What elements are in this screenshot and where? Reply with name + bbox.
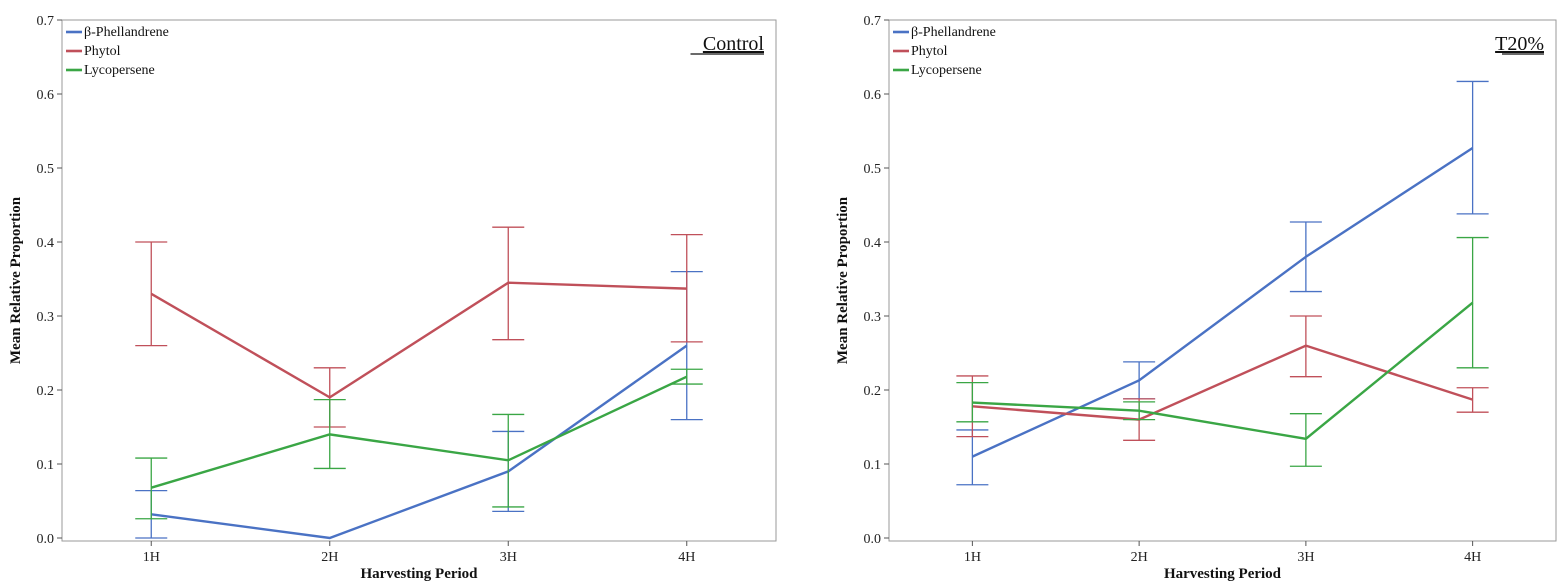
y-tick-label: 0.0 (864, 532, 882, 547)
plot-frame (888, 19, 1557, 542)
x-tick-label: 3H (500, 550, 517, 565)
series-1 (956, 315, 1489, 441)
series-line (972, 301, 1474, 441)
chart-panel-1: 0.0 0.1 0.2 0.3 0.4 0.5 0.6 0.7 1H 2H 3H 4H Harvesti… (835, 14, 1557, 582)
series-1 (135, 226, 703, 428)
legend: β-Phellandrene Phytol Lycopersene (893, 25, 996, 78)
y-tick-label: 0.1 (864, 458, 882, 473)
panel-label: Control (703, 33, 765, 55)
series-line (150, 375, 688, 489)
series-line (971, 147, 1474, 458)
panel-label: T20% (1495, 33, 1544, 55)
legend-entry: β-Phellandrene (911, 25, 996, 40)
y-tick-label: 0.0 (37, 532, 55, 547)
y-tick-label: 0.3 (864, 310, 882, 325)
series-line (151, 344, 688, 540)
x-tick-label: 4H (1464, 550, 1481, 565)
series-line (972, 344, 1473, 421)
series-0 (135, 270, 703, 540)
legend-entry: Lycopersene (84, 63, 155, 78)
y-tick-label: 0.4 (864, 236, 882, 251)
y-tick-label: 0.2 (864, 384, 882, 399)
series-2 (956, 236, 1489, 467)
x-tick-label: 1H (143, 550, 160, 565)
y-tick-label: 0.5 (864, 162, 882, 177)
y-tick-label: 0.6 (864, 88, 882, 103)
y-tick-label: 0.2 (37, 384, 55, 399)
legend-entry: β-Phellandrene (84, 25, 169, 40)
y-tick-label: 0.5 (37, 162, 55, 177)
y-tick-label: 0.7 (864, 14, 882, 29)
x-tick-label: 2H (321, 550, 338, 565)
legend-entry: Phytol (84, 44, 121, 59)
chart-panel-0: 0.0 0.1 0.2 0.3 0.4 0.5 0.6 0.7 1H 2H 3H 4H Harvesti… (8, 14, 777, 582)
x-axis-label: Harvesting Period (360, 566, 478, 582)
y-tick-label: 0.7 (37, 14, 55, 29)
x-axis-label: Harvesting Period (1164, 566, 1282, 582)
y-tick-label: 0.1 (37, 458, 55, 473)
legend-entry: Phytol (911, 44, 948, 59)
series-2 (135, 368, 703, 520)
plot-frame (61, 19, 777, 542)
y-tick-label: 0.6 (37, 88, 55, 103)
y-tick-label: 0.4 (37, 236, 55, 251)
y-tick-label: 0.3 (37, 310, 55, 325)
x-tick-label: 1H (964, 550, 981, 565)
y-axis-label: Mean Relative Proportion (835, 196, 851, 364)
x-tick-label: 3H (1297, 550, 1314, 565)
x-tick-label: 4H (678, 550, 695, 565)
legend: β-Phellandrene Phytol Lycopersene (66, 25, 169, 78)
series-line (150, 281, 687, 399)
y-axis-label: Mean Relative Proportion (8, 196, 24, 364)
x-tick-label: 2H (1131, 550, 1148, 565)
legend-entry: Lycopersene (911, 63, 982, 78)
